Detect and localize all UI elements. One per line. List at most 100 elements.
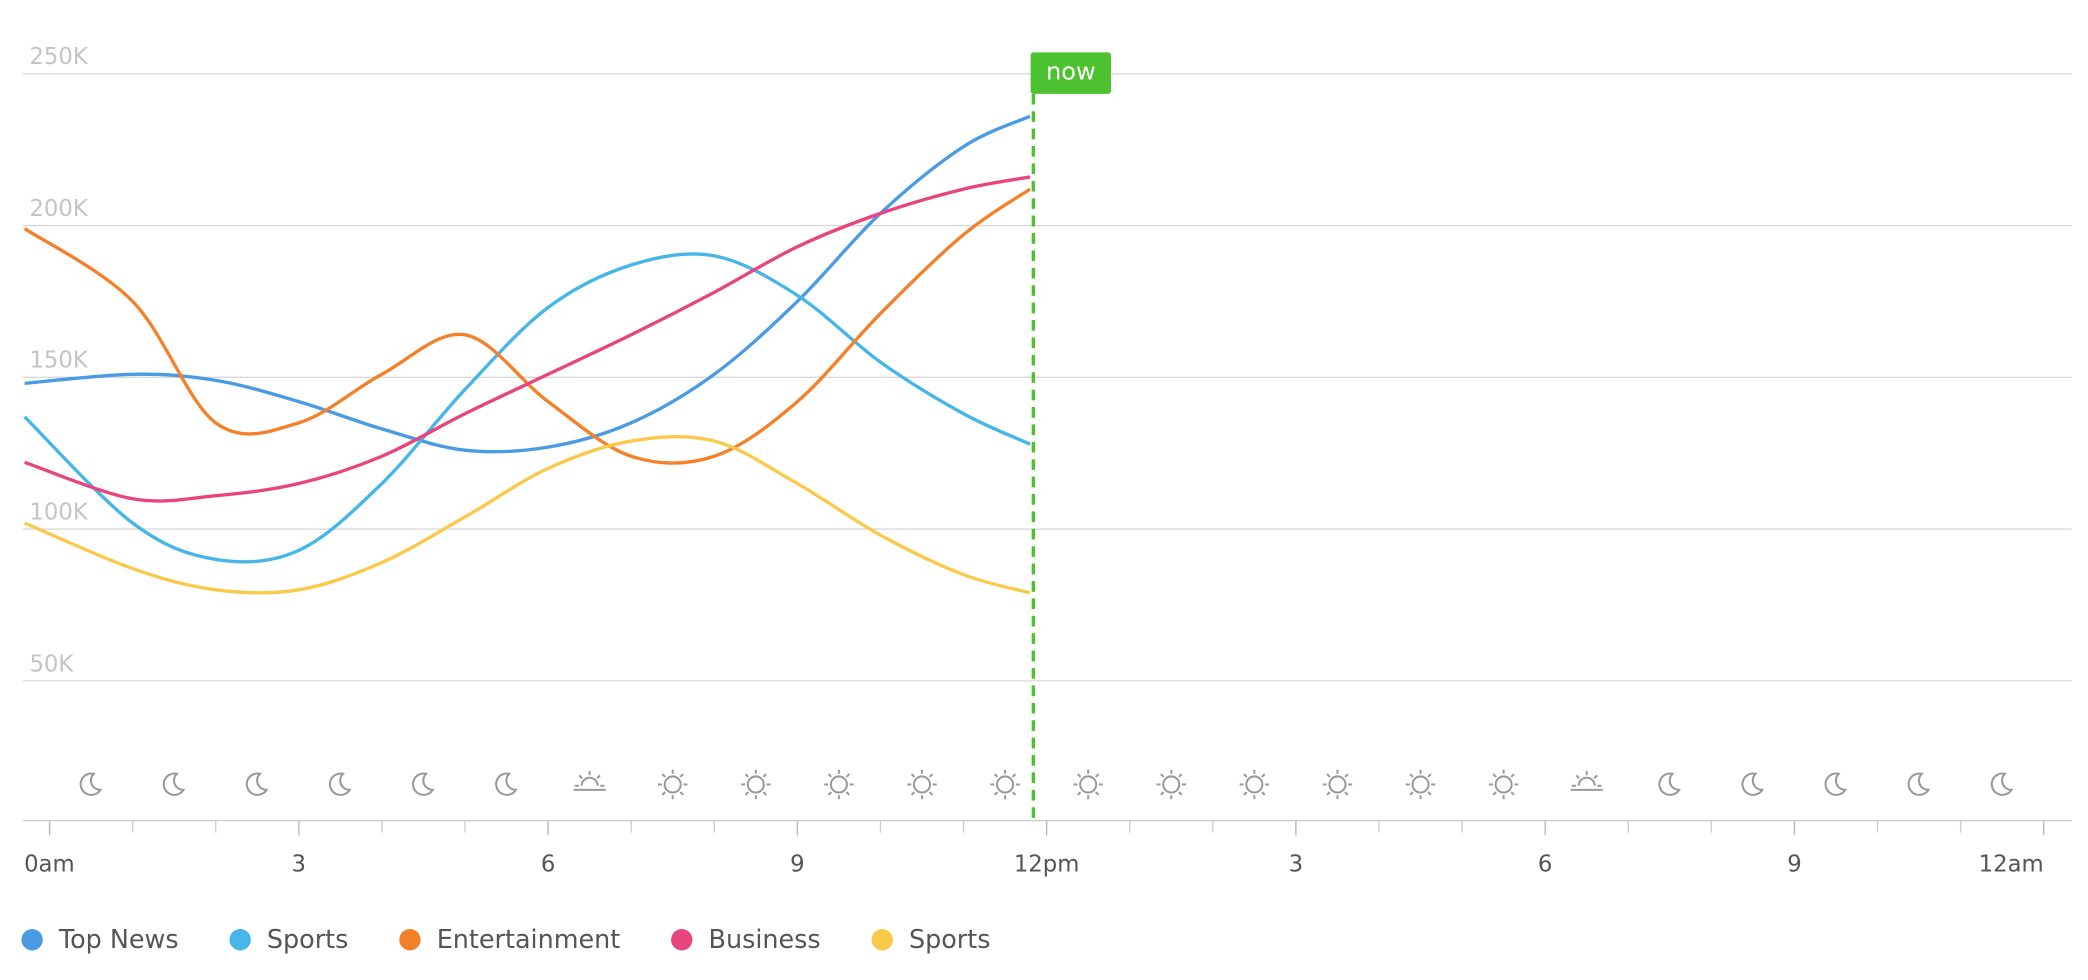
sun-ray <box>1492 791 1497 796</box>
moon-icon <box>162 772 186 796</box>
sun-ray <box>1077 791 1082 796</box>
legend-swatch <box>671 929 693 951</box>
sun-icon <box>741 769 771 800</box>
sun-ray <box>1178 773 1183 778</box>
sun-icon <box>990 769 1020 800</box>
moon-icon <box>245 772 269 796</box>
legend-label: Sports <box>267 924 349 954</box>
sun-disc <box>1411 775 1430 794</box>
series-line <box>23 252 1031 564</box>
sunrise-icon <box>1570 771 1603 791</box>
moon-shape <box>1907 772 1931 796</box>
sun-ray <box>1160 773 1165 778</box>
sun-ray <box>1077 773 1082 778</box>
sun-disc <box>746 775 765 794</box>
legend-label: Entertainment <box>437 924 620 954</box>
sun-ray <box>762 791 767 796</box>
sun-disc <box>996 775 1015 794</box>
moon-icon <box>328 772 352 796</box>
moon-shape <box>328 772 352 796</box>
sunrise-shape <box>573 776 606 791</box>
sun-ray <box>661 773 666 778</box>
sun-ray <box>1261 773 1266 778</box>
sun-ray <box>928 791 934 796</box>
sun-ray <box>1326 773 1331 778</box>
sun-ray <box>744 773 749 778</box>
sun-ray <box>1575 774 1580 779</box>
sun-icon <box>1322 769 1353 800</box>
legend-label: Top News <box>58 924 179 954</box>
legend-swatch <box>229 929 251 951</box>
sun-ray <box>928 773 934 778</box>
sun-ray <box>744 791 749 796</box>
sun-ray <box>1492 773 1497 778</box>
sun-ray <box>661 791 666 796</box>
moon-shape <box>1741 772 1765 796</box>
sun-ray <box>596 774 601 779</box>
moon-icon <box>1658 772 1682 796</box>
series-line <box>23 187 1031 465</box>
sun-ray <box>679 791 684 796</box>
sun-ray <box>1510 791 1515 796</box>
sun-ray <box>762 773 767 778</box>
sun-ray <box>1427 773 1432 778</box>
moon-shape <box>162 772 186 796</box>
x-tick-label: 9 <box>790 851 804 877</box>
sun-disc <box>1162 775 1181 794</box>
sun-disc <box>1494 775 1513 794</box>
sun-ray <box>1593 774 1598 779</box>
sunrise-icon <box>573 771 606 791</box>
moon-shape <box>1658 772 1682 796</box>
x-tick-label: 0am <box>24 851 75 877</box>
sun-ray <box>1011 773 1017 778</box>
legend-swatch <box>871 929 893 951</box>
legend-swatch <box>21 929 43 951</box>
sun-ray <box>1178 791 1183 796</box>
sun-disc <box>829 775 848 794</box>
moon-shape <box>79 772 103 796</box>
sun-icon <box>1073 769 1103 800</box>
sun-icon <box>1239 769 1270 800</box>
moon-shape <box>1990 772 2014 796</box>
sun-ray <box>1427 791 1432 796</box>
x-tick-label: 12pm <box>1014 851 1080 877</box>
series-line <box>23 435 1031 595</box>
sun-disc <box>912 775 932 794</box>
sun-ray <box>827 791 833 796</box>
y-tick-label: 200K <box>29 196 88 222</box>
sun-disc <box>1328 775 1347 794</box>
sun-ray <box>1510 773 1515 778</box>
sun-disc <box>1245 775 1264 794</box>
y-tick-label: 150K <box>29 348 88 374</box>
sun-ray <box>1409 791 1414 796</box>
sun-ray <box>578 774 583 779</box>
sun-ray <box>845 773 851 778</box>
x-tick-label: 3 <box>292 851 306 877</box>
x-tick-label: 6 <box>1538 851 1552 877</box>
sun-icon <box>1156 769 1186 800</box>
sunrise-shape <box>1570 776 1603 791</box>
sun-ray <box>1243 773 1248 778</box>
sun-ray <box>1160 791 1165 796</box>
y-tick-label: 100K <box>29 500 88 526</box>
y-tick-label: 250K <box>29 44 88 70</box>
sun-ray <box>1011 791 1017 796</box>
sun-icon <box>824 769 854 800</box>
sun-ray <box>827 773 833 778</box>
moon-shape <box>412 772 435 796</box>
sun-ray <box>1326 791 1331 796</box>
sun-ray <box>910 791 916 796</box>
legend-swatch <box>399 929 421 951</box>
sun-ray <box>1095 773 1100 778</box>
moon-icon <box>495 772 518 796</box>
sun-ray <box>1409 773 1414 778</box>
series-line <box>24 175 1031 503</box>
moon-icon <box>1907 772 1931 796</box>
sun-ray <box>1344 773 1349 778</box>
y-tick-label: 50K <box>29 651 74 677</box>
sun-icon <box>1405 769 1436 800</box>
moon-icon <box>1990 772 2014 796</box>
moon-icon <box>1741 772 1765 796</box>
sun-icon <box>907 769 937 800</box>
